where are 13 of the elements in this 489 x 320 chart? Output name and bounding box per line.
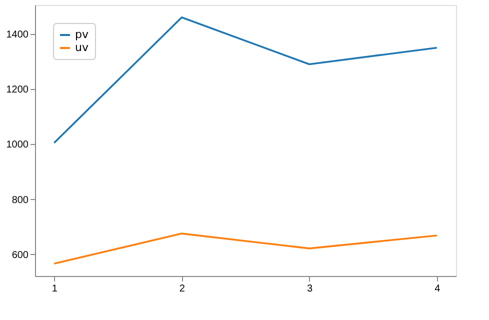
legend-label: uv <box>75 41 89 54</box>
x-tick-label: 1 <box>52 284 58 294</box>
x-tick-label: 3 <box>307 284 314 294</box>
x-tick-label: 4 <box>434 284 441 294</box>
y-tick-label: 1000 <box>6 140 29 151</box>
y-tick-label: 800 <box>12 194 29 206</box>
y-tick-label: 1200 <box>6 84 29 96</box>
legend-label: pv <box>75 28 89 41</box>
line-series <box>53 16 438 144</box>
x-tick-label: 2 <box>179 284 186 294</box>
y-tick-label: 1400 <box>6 29 29 40</box>
y-tick-label: 600 <box>12 250 29 261</box>
line-series <box>53 232 438 264</box>
